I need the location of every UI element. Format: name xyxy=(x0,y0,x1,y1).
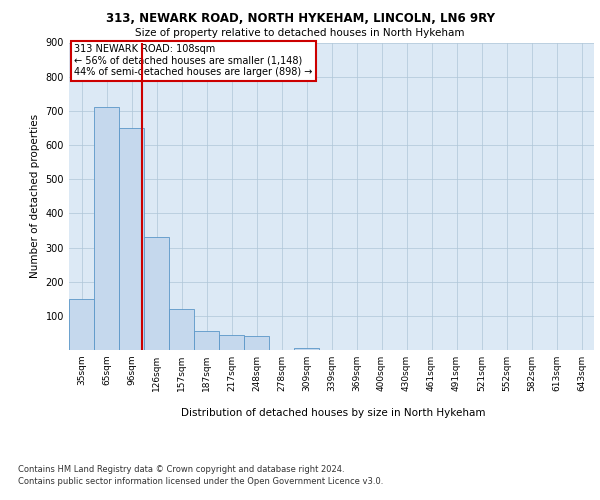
Text: Contains HM Land Registry data © Crown copyright and database right 2024.: Contains HM Land Registry data © Crown c… xyxy=(18,465,344,474)
Bar xyxy=(169,309,194,350)
Bar xyxy=(94,108,119,350)
Text: Size of property relative to detached houses in North Hykeham: Size of property relative to detached ho… xyxy=(135,28,465,38)
Text: Distribution of detached houses by size in North Hykeham: Distribution of detached houses by size … xyxy=(181,408,485,418)
Bar xyxy=(119,128,144,350)
Bar xyxy=(144,238,169,350)
Text: 313 NEWARK ROAD: 108sqm
← 56% of detached houses are smaller (1,148)
44% of semi: 313 NEWARK ROAD: 108sqm ← 56% of detache… xyxy=(74,44,313,77)
Y-axis label: Number of detached properties: Number of detached properties xyxy=(30,114,40,278)
Bar xyxy=(294,348,319,350)
Text: Contains public sector information licensed under the Open Government Licence v3: Contains public sector information licen… xyxy=(18,478,383,486)
Bar xyxy=(219,334,244,350)
Bar xyxy=(69,298,94,350)
Bar xyxy=(244,336,269,350)
Bar xyxy=(194,331,219,350)
Text: 313, NEWARK ROAD, NORTH HYKEHAM, LINCOLN, LN6 9RY: 313, NEWARK ROAD, NORTH HYKEHAM, LINCOLN… xyxy=(106,12,494,26)
